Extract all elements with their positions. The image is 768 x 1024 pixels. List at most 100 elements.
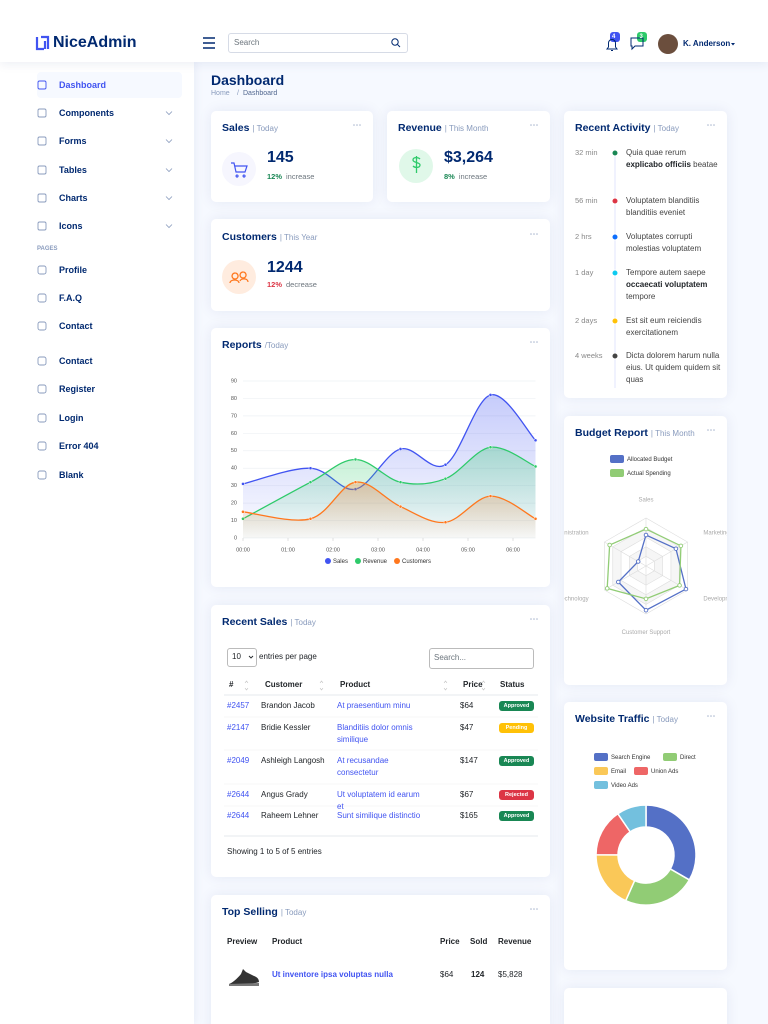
status-badge: Pending (499, 723, 534, 733)
y-tick-label: 20 (231, 501, 237, 507)
legend-label: Sales (333, 559, 348, 565)
page-link[interactable]: Error 404 (59, 441, 99, 451)
status-badge: Approved (499, 756, 534, 766)
card-menu-dot (707, 715, 709, 717)
legend-swatch (594, 767, 608, 775)
radar-label: Marketing (703, 530, 729, 536)
order-id[interactable]: #2644 (227, 811, 250, 820)
product[interactable]: At recusandae consectetur (337, 756, 389, 777)
x-tick-label: 03:00 (371, 547, 385, 553)
customer: Raheem Lehner (261, 811, 319, 820)
menu-item[interactable]: Tables (59, 165, 87, 175)
card-menu-dot (536, 908, 538, 910)
series-point (533, 438, 538, 443)
notification-count[interactable]: 4 (612, 34, 616, 40)
activity-text: Est sit eum reiciendis exercitationem (626, 315, 721, 339)
column-header: Revenue (498, 937, 532, 946)
product[interactable]: Ut voluptatem id earum et (337, 790, 420, 811)
user-name[interactable]: K. Anderson (683, 39, 731, 48)
menu-item[interactable]: Components (59, 108, 114, 118)
chat-icon (630, 37, 644, 51)
order-id[interactable]: #2147 (227, 723, 250, 732)
card-menu-dot (353, 124, 355, 126)
menu-chevron (165, 224, 173, 229)
activity-text: Voluptates corrupti molestias voluptatem (626, 231, 721, 255)
menu-item[interactable]: Dashboard (59, 80, 107, 90)
column-header: Sold (470, 937, 488, 946)
page-link[interactable]: Contact (59, 321, 93, 331)
sort-arrows (244, 680, 249, 691)
sales-icon-bg (222, 152, 256, 186)
order-id[interactable]: #2049 (227, 756, 250, 765)
legend-swatch (594, 781, 608, 789)
series-point (308, 466, 313, 471)
card-menu-dot (707, 124, 709, 126)
status-badge: Approved (499, 811, 534, 821)
series-point (353, 457, 358, 462)
series-point (241, 509, 245, 514)
card-menu-dot (710, 124, 712, 126)
card-menu-dot (536, 341, 538, 343)
customers-icon-bg (222, 260, 256, 294)
activity-text-part: Tempore autem saepe (626, 268, 706, 277)
message-count[interactable]: 3 (639, 34, 643, 40)
product-link[interactable]: Ut inventore ipsa voluptas nulla (272, 970, 393, 979)
dollar-icon (412, 156, 421, 173)
breadcrumb-home[interactable]: Home (211, 90, 230, 97)
radar-point (678, 543, 684, 549)
card-menu-dot (530, 124, 532, 126)
menu-item[interactable]: Charts (59, 193, 88, 203)
product[interactable]: Sunt similique distinctio (337, 811, 421, 820)
page-icon (37, 293, 47, 303)
column-header[interactable]: Status (500, 680, 525, 689)
page-link[interactable]: Contact (59, 356, 93, 366)
card-title: Recent Activity | Today (575, 122, 679, 134)
card-filter: | This Month (650, 429, 695, 438)
page-size[interactable]: 10 (232, 652, 241, 661)
card-menu-dot (359, 124, 361, 126)
radar-point (643, 526, 649, 532)
table-footer: Showing 1 to 5 of 5 entries (227, 847, 322, 856)
column-header[interactable]: Customer (265, 680, 303, 689)
top-selling-card (211, 895, 550, 1024)
menu-item[interactable]: Forms (59, 136, 87, 146)
menu-icon (37, 165, 47, 175)
column-header[interactable]: Product (340, 680, 371, 689)
menu-item[interactable]: Icons (59, 221, 83, 231)
table-search-placeholder[interactable]: Search... (434, 653, 467, 662)
radar-point (673, 546, 679, 551)
card-menu-dot (530, 341, 532, 343)
page-link[interactable]: Login (59, 413, 84, 423)
column-header[interactable]: # (229, 680, 234, 689)
column-header: Price (440, 937, 460, 946)
product[interactable]: At praesentium minu (337, 701, 411, 710)
order-id[interactable]: #2457 (227, 701, 250, 710)
series-point (533, 516, 538, 521)
x-tick-label: 02:00 (326, 547, 340, 553)
radar-label: Information Technology (527, 597, 589, 603)
activity-text: Quia quae rerum explicabo officiis beata… (626, 147, 721, 171)
product[interactable]: Blanditiis dolor omnis similique (337, 723, 413, 744)
page-link[interactable]: F.A.Q (59, 293, 83, 303)
activity-text-part: occaecati voluptatem (626, 280, 708, 289)
card-menu-dot (710, 715, 712, 717)
page-icon (37, 384, 47, 394)
column-header[interactable]: Price (463, 680, 483, 689)
card-filter: | Today (653, 124, 679, 133)
legend-swatch (594, 753, 608, 761)
activity-text: Voluptatem blanditiis blanditiis eveniet (626, 195, 721, 219)
activity-time: 32 min (575, 148, 598, 157)
price: $67 (460, 790, 474, 799)
sidebar-active-bg (37, 72, 182, 98)
radar: Sales Administration Information Technolog… (527, 497, 729, 635)
card-menu-dot (536, 618, 538, 620)
page-link[interactable]: Blank (59, 470, 84, 480)
shoe-sole (229, 983, 259, 986)
legend-label: Customers (402, 559, 431, 565)
page-link[interactable]: Profile (59, 265, 88, 275)
page-link[interactable]: Register (59, 384, 96, 394)
order-id[interactable]: #2644 (227, 790, 250, 799)
activity-time: 2 hrs (575, 232, 592, 241)
cart-icon (231, 162, 248, 178)
